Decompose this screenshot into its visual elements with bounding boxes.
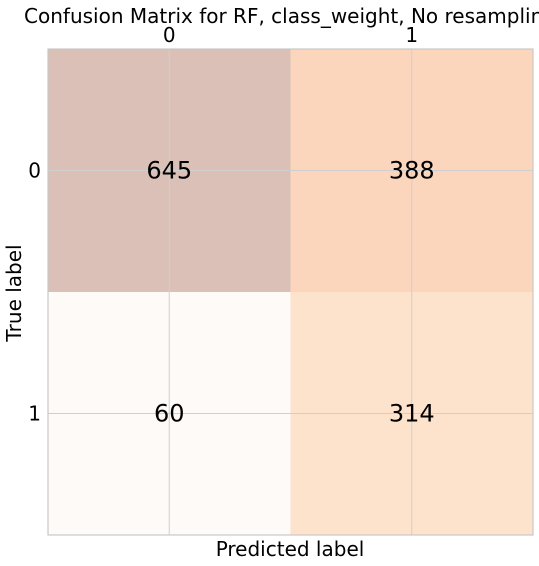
y-tick-label-1: 1 bbox=[28, 402, 41, 426]
cell-value-1-0: 60 bbox=[154, 400, 185, 428]
cell-value-0-1: 388 bbox=[389, 157, 435, 185]
y-tick-labels: 01 bbox=[28, 159, 41, 426]
chart-title: Confusion Matrix for RF, class_weight, N… bbox=[24, 4, 539, 28]
cell-value-1-1: 314 bbox=[389, 400, 435, 428]
x-tick-label-1: 1 bbox=[405, 23, 418, 47]
plot-frame bbox=[47, 48, 534, 536]
x-tick-label-0: 0 bbox=[163, 23, 176, 47]
heatmap-cells bbox=[48, 49, 533, 535]
x-axis-label: Predicted label bbox=[216, 537, 365, 561]
y-tick-label-0: 0 bbox=[28, 159, 41, 183]
gridlines bbox=[48, 49, 533, 535]
y-axis-label: True label bbox=[2, 244, 26, 342]
cell-value-0-0: 645 bbox=[146, 157, 192, 185]
cell-labels: 645 388 60 314 bbox=[146, 157, 434, 428]
